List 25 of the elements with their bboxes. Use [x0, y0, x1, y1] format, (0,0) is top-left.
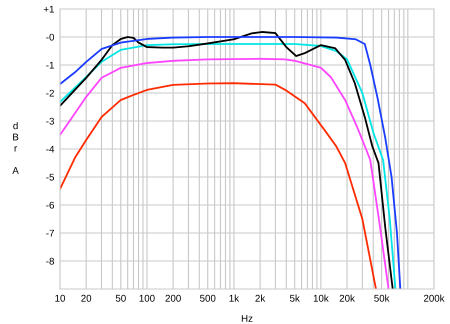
x-tick-label: 20k — [340, 294, 355, 302]
x-tick-label: 1k — [230, 294, 240, 302]
y-tick-label: -0 — [46, 34, 54, 41]
y-tick-label: -4 — [46, 146, 54, 153]
x-tick-label: 50k — [374, 294, 390, 302]
x-tick-label: 5k — [290, 294, 300, 302]
x-tick-label: 10k — [314, 294, 329, 302]
x-tick-label: 500 — [200, 294, 216, 302]
y-tick-label: -5 — [46, 174, 54, 181]
x-tick-label: 200k — [424, 294, 445, 302]
x-tick-label: 100 — [140, 294, 155, 302]
x-tick-label: 50 — [116, 294, 126, 302]
text: dBr A — [12, 122, 19, 174]
y-tick-label: -3 — [46, 118, 54, 125]
y-tick-label: -7 — [46, 230, 54, 237]
y-tick-label: -1 — [46, 62, 54, 69]
x-tick-label: 200 — [166, 294, 181, 302]
x-tick-label: 20 — [81, 294, 92, 302]
x-tick-label: 10 — [55, 294, 66, 302]
y-tick-label: +1 — [44, 6, 54, 13]
y-tick-label: -8 — [46, 258, 54, 265]
x-tick-label: 2k — [255, 294, 266, 302]
x-axis-title: Hz — [242, 315, 252, 322]
y-tick-label: -2 — [46, 90, 54, 97]
y-tick-label: -6 — [46, 202, 54, 209]
